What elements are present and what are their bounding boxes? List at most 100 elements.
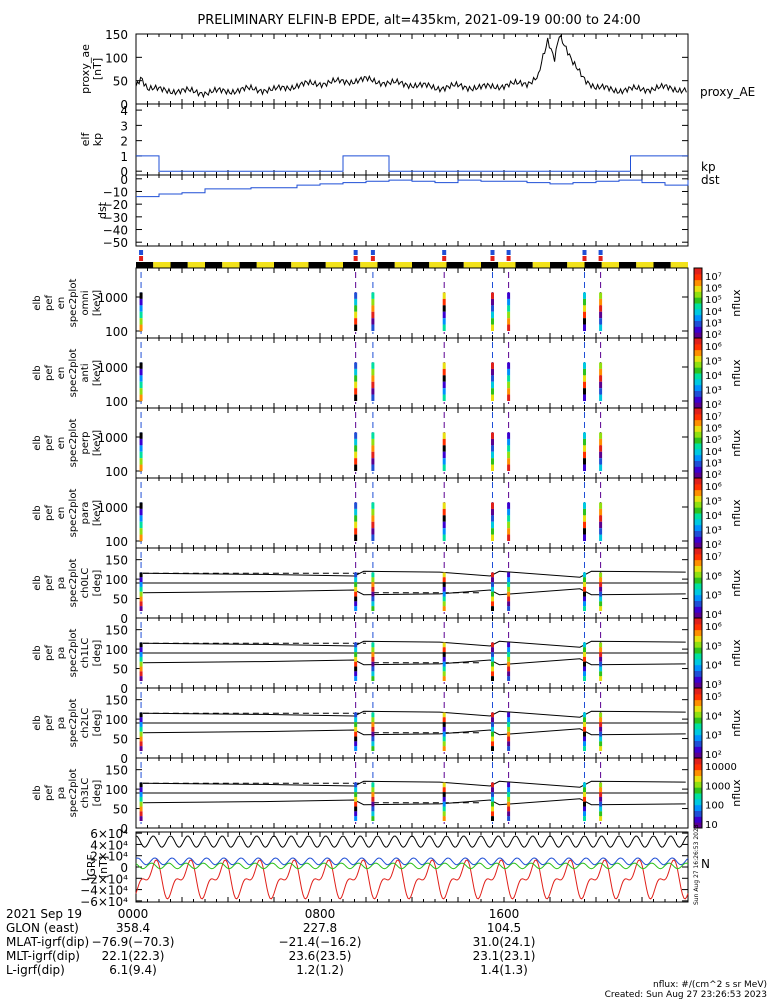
orbit-segment: [325, 262, 343, 268]
colorbar-cell: [694, 816, 702, 823]
spec-omni-flux-cell: [442, 305, 446, 312]
colorbar-cell: [694, 769, 702, 776]
pa-ch2-flux-cell: [507, 741, 511, 747]
spec-para-ticklabel: 100: [105, 535, 128, 549]
orbit-segment: [205, 262, 223, 268]
spec-anti-flux-cell: [491, 394, 494, 401]
spec-perp-flux-cell: [354, 458, 358, 465]
spec-perp-flux-cell: [442, 464, 446, 471]
spec-para-flux-cell: [442, 528, 446, 535]
kp-legend: kp: [701, 160, 716, 174]
colorbar-cell: [694, 775, 702, 782]
spec-anti-flux-cell: [371, 388, 375, 395]
spec-omni-flux-cell: [491, 298, 494, 306]
pa-ch2-flux-cell: [371, 722, 375, 727]
spec-anti-flux-cell: [139, 394, 143, 401]
pa-ch2-flux-cell: [442, 731, 446, 737]
colorbar-ticklabel: 10⁶: [705, 482, 722, 493]
spec-omni-flux-cell: [583, 318, 586, 325]
colorbar-cell: [694, 507, 702, 514]
colorbar-cell: [694, 676, 702, 683]
pa-ch2-flux-cell: [583, 736, 586, 742]
colorbar-cell: [694, 653, 702, 660]
pa-ch1-flux-cell: [599, 647, 603, 653]
spec-anti-flux-cell: [371, 381, 375, 389]
pa-ch2-flux-cell: [442, 746, 446, 751]
colorbar-cell: [694, 478, 702, 485]
spec-para-ylabel: para: [80, 502, 91, 525]
spec-omni-flux-cell: [507, 292, 511, 299]
colorbar-cell: [694, 606, 702, 613]
pa-ch3-flux-cell: [139, 816, 143, 821]
colorbar-cell: [694, 740, 702, 747]
pa-ch2-flux-cell: [491, 736, 494, 742]
spec-omni-flux-cell: [371, 292, 375, 299]
spec-omni-flux-cell: [583, 298, 586, 306]
zone-marker-blue: [353, 250, 358, 255]
colorbar-label: nflux: [730, 499, 743, 527]
colorbar-cell: [694, 297, 702, 304]
pa-ch2-ylabel: elb: [32, 715, 43, 730]
colorbar-cell: [694, 285, 702, 292]
pa-ch0-flux-cell: [583, 591, 586, 597]
pa-ch3-flux-cell: [491, 816, 494, 821]
pa-ch2-flux-cell: [491, 717, 494, 723]
orbit-table-value: 0800: [305, 907, 336, 921]
pa-ch3-flux-cell: [139, 801, 143, 807]
pa-ch3-flux-cell: [491, 792, 494, 797]
colorbar-cell: [694, 338, 702, 345]
pa-ch2-flux-cell: [371, 741, 375, 747]
colorbar-label: nflux: [730, 569, 743, 597]
pa-ch1-ylabel: pa: [56, 647, 67, 659]
bfield-green-series: [135, 862, 689, 870]
pa-ch1-ylabel: elb: [32, 645, 43, 660]
colorbar-cell: [694, 384, 702, 391]
spec-omni-flux-cell: [371, 311, 375, 319]
dst-ylabel: dst: [96, 201, 109, 219]
pa-ch3-flux-cell: [371, 801, 375, 807]
spec-para-flux-cell: [507, 502, 511, 509]
proxy-ae-ylabel: [nT]: [91, 58, 104, 80]
zone-marker-blue: [370, 250, 375, 255]
orbit-segment: [584, 262, 602, 268]
colorbar-ticklabel: 10⁵: [705, 357, 722, 368]
spec-para-ylabel: pef: [44, 505, 55, 522]
pa-ch3-flux-cell: [599, 801, 603, 807]
pa-ch3-ylabel: [deg]: [92, 780, 103, 807]
pa-ch1-flux-cell: [139, 661, 143, 667]
spec-perp-flux-cell: [583, 445, 586, 452]
colorbar-cell: [694, 518, 702, 526]
spec-perp-flux-cell: [599, 445, 603, 452]
spec-para-flux-cell: [371, 534, 375, 541]
colorbar-ticklabel: 10³: [705, 386, 722, 397]
pa-ch2-flux-cell: [583, 726, 586, 732]
spec-para-flux-cell: [507, 521, 511, 529]
pa-ch3-flux-cell: [491, 796, 494, 802]
pa-ch1-flux-cell: [442, 676, 446, 681]
pa-ch2-flux-cell: [442, 741, 446, 747]
proxy-ae-frame: [135, 33, 689, 105]
spec-omni-flux-cell: [354, 311, 358, 319]
spec-omni-ylabel: pef: [44, 295, 55, 312]
spec-anti-flux-cell: [139, 368, 143, 376]
spec-para-flux-cell: [442, 508, 446, 516]
pa-ch0-ticklabel: 50: [113, 593, 128, 607]
spec-para-flux-cell: [354, 534, 358, 541]
colorbar-ticklabel: 10⁴: [705, 610, 722, 621]
colorbar-cell: [694, 623, 702, 631]
spec-perp-flux-cell: [442, 451, 446, 459]
spec-perp-flux-cell: [599, 458, 603, 465]
colorbar-cell: [694, 314, 702, 321]
zone-marker-red: [442, 256, 447, 261]
colorbar-cell: [694, 658, 702, 666]
colorbar-cell: [694, 472, 702, 479]
colorbar-cell: [694, 723, 702, 730]
colorbar-cell: [694, 460, 702, 467]
pa-ch0-flux-cell: [139, 572, 143, 578]
pa-ch0-flux-cell: [583, 596, 586, 602]
pa-ch0-flux-cell: [599, 577, 603, 583]
spec-anti-ylabel: spec2plot: [68, 349, 79, 398]
pa-ch3-flux-cell: [583, 787, 586, 793]
pa-ch1-flux-cell: [354, 642, 358, 648]
pa-ch3-flux-cell: [139, 787, 143, 793]
